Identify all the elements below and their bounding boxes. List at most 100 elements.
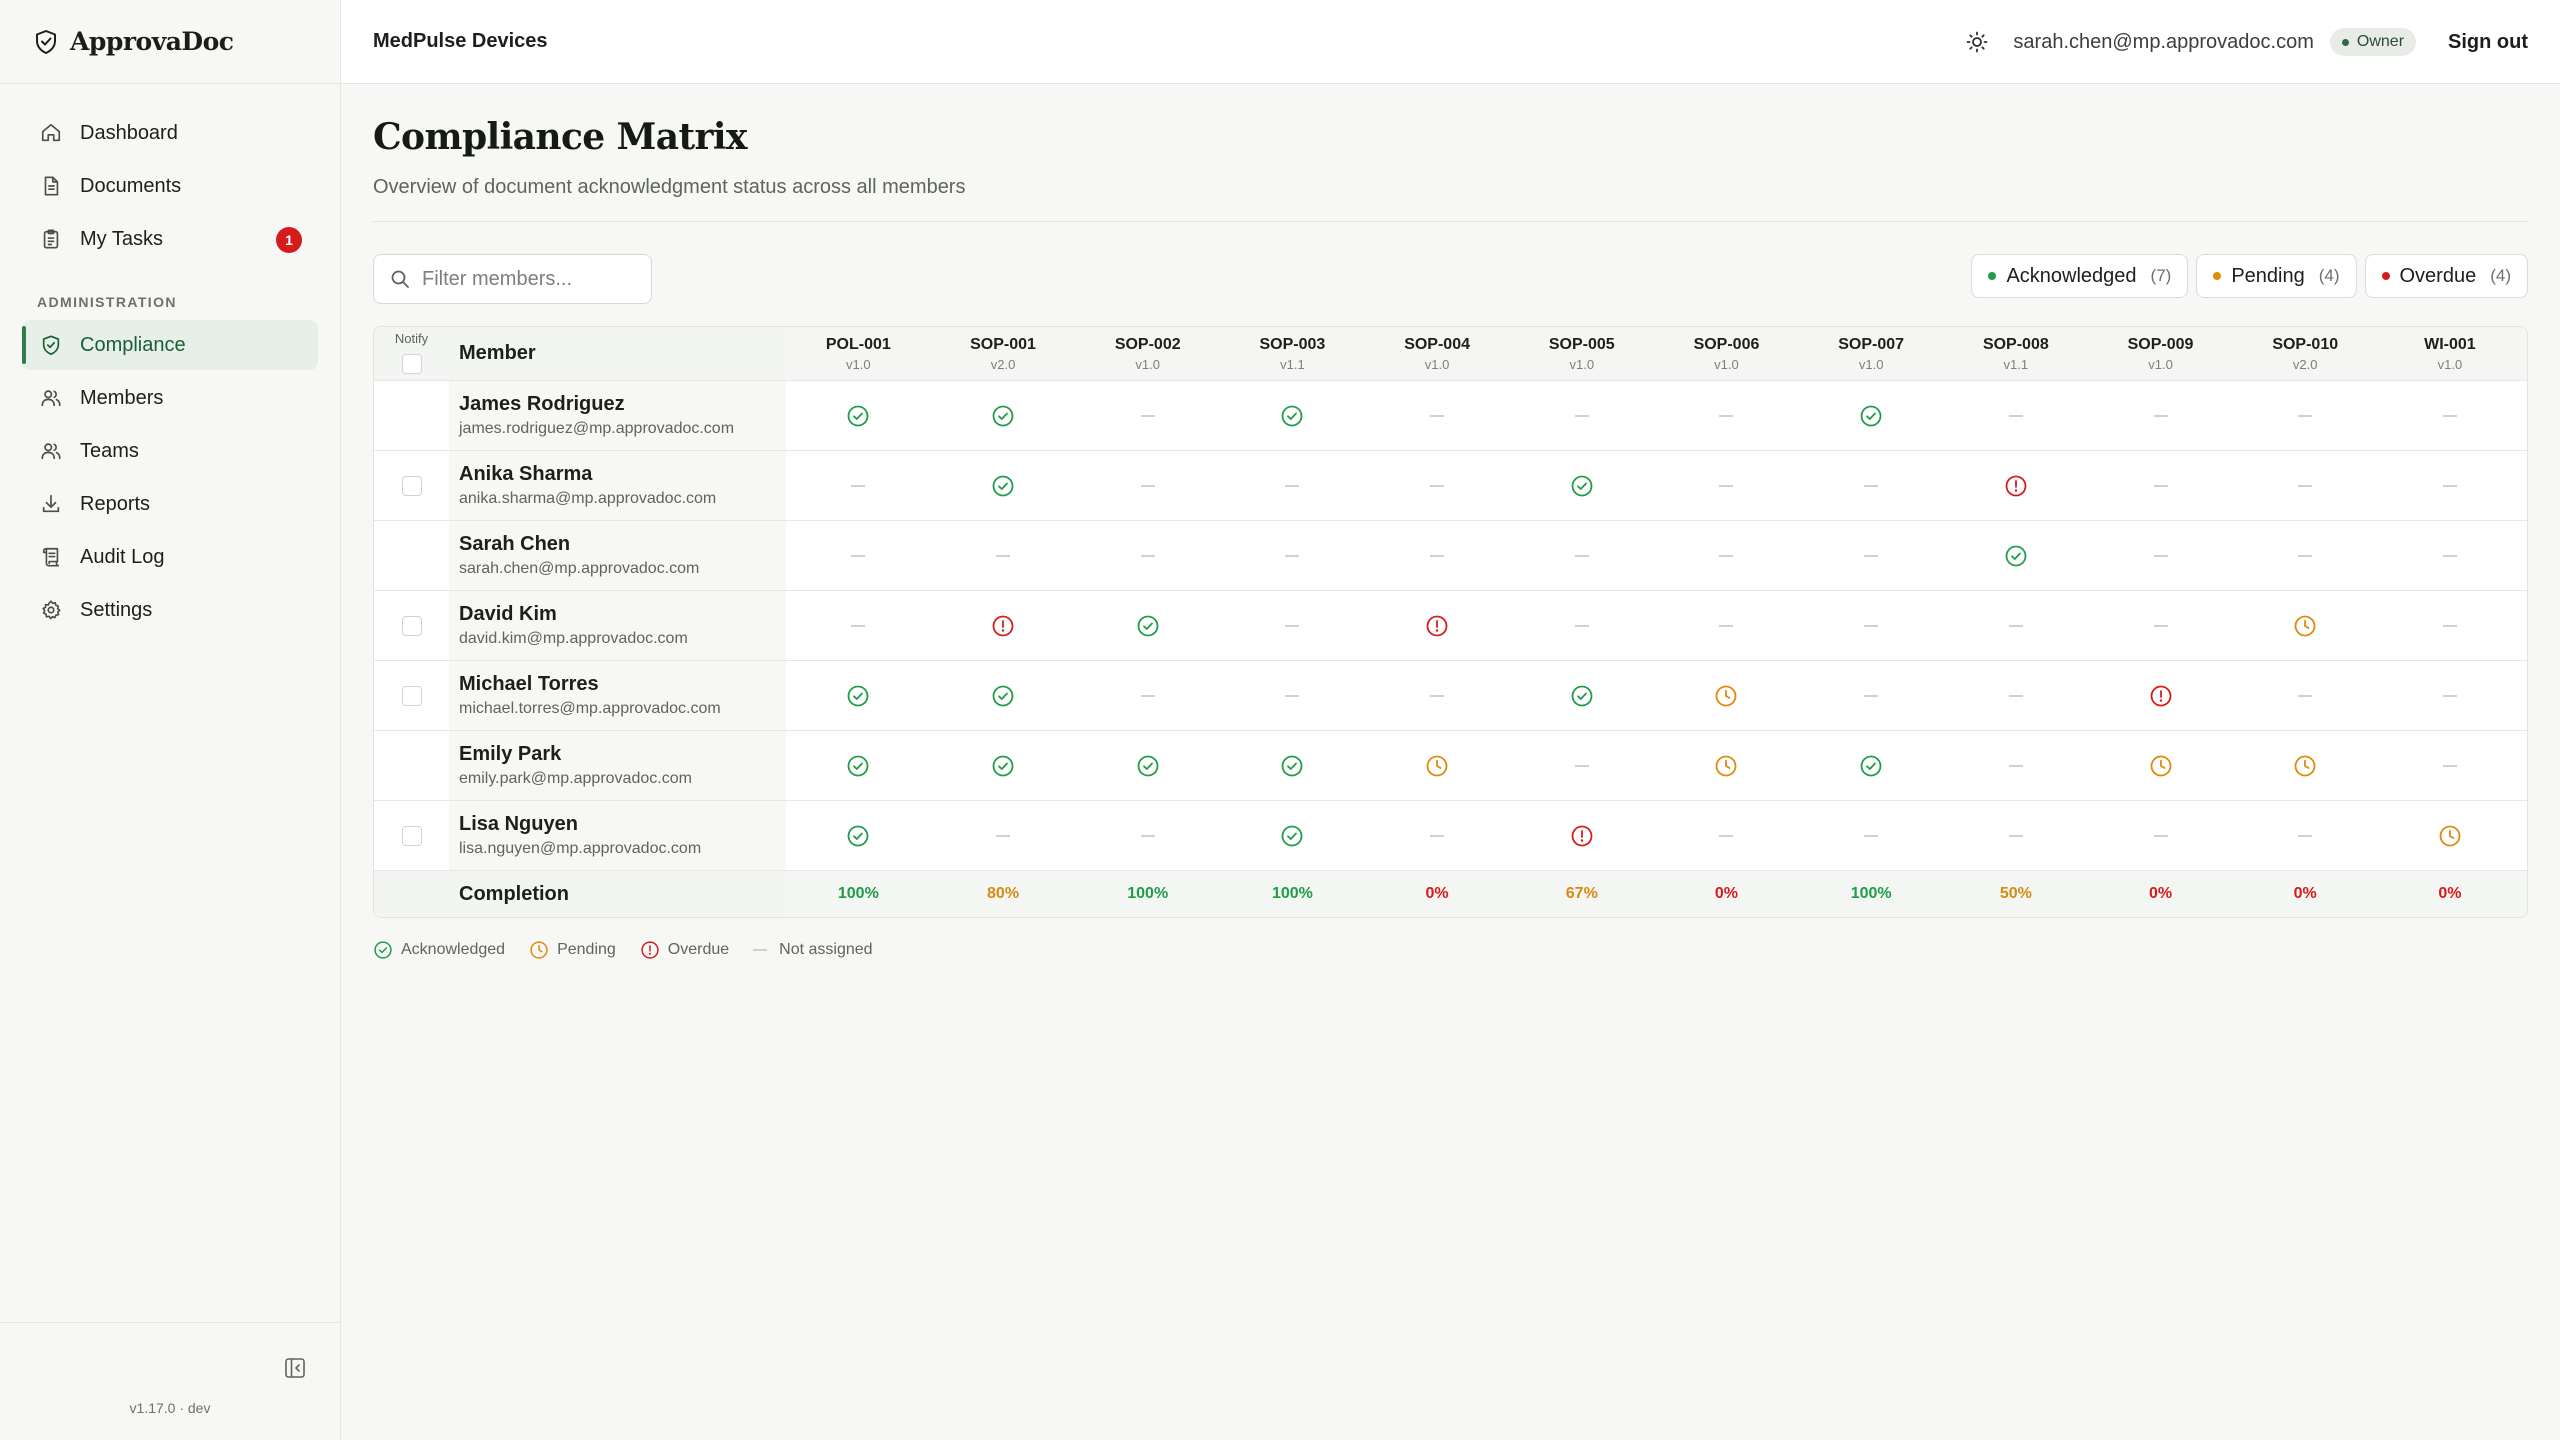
- status-cell[interactable]: [1509, 451, 1654, 520]
- status-cell[interactable]: [786, 381, 931, 450]
- document-column-header[interactable]: SOP-003 v1.1: [1220, 327, 1365, 380]
- notify-checkbox[interactable]: [401, 685, 422, 706]
- legend-item-overdue: Overdue: [640, 940, 729, 960]
- role-badge: Owner: [2329, 28, 2417, 56]
- status-cell[interactable]: [931, 381, 1076, 450]
- status-cell[interactable]: [1509, 801, 1654, 870]
- status-cell[interactable]: [1799, 731, 1944, 800]
- filter-acknowledged[interactable]: Acknowledged (7): [1971, 254, 2189, 298]
- sidebar-item-documents[interactable]: Documents: [22, 161, 318, 211]
- member-name: Lisa Nguyen: [459, 813, 578, 835]
- member-email: michael.torres@mp.approvadoc.com: [459, 700, 721, 717]
- brand[interactable]: ApprovaDoc: [0, 0, 340, 84]
- status-cell[interactable]: [931, 591, 1076, 660]
- status-cell[interactable]: [786, 661, 931, 730]
- collapse-sidebar-icon[interactable]: [284, 1357, 306, 1379]
- status-cell: [1075, 801, 1220, 870]
- sign-out-button[interactable]: Sign out: [2448, 30, 2528, 53]
- sidebar-item-members[interactable]: Members: [22, 373, 318, 423]
- status-cell[interactable]: [931, 451, 1076, 520]
- sidebar-item-audit-log[interactable]: Audit Log: [22, 532, 318, 582]
- sidebar-item-my-tasks[interactable]: My Tasks 1: [22, 214, 318, 264]
- member-name: Anika Sharma: [459, 463, 593, 485]
- status-cell: [1654, 521, 1799, 590]
- sidebar-item-compliance[interactable]: Compliance: [22, 320, 318, 370]
- check-circle-icon: [1571, 685, 1593, 706]
- member-name: David Kim: [459, 603, 557, 625]
- not-assigned-dash: [2008, 414, 2023, 417]
- organization-name: MedPulse Devices: [373, 30, 548, 52]
- document-column-header[interactable]: SOP-002 v1.0: [1075, 327, 1220, 380]
- status-cell[interactable]: [2233, 591, 2378, 660]
- status-cell[interactable]: [1944, 521, 2089, 590]
- sidebar-item-teams[interactable]: Teams: [22, 426, 318, 476]
- document-column-header[interactable]: SOP-009 v1.0: [2088, 327, 2233, 380]
- compliance-matrix-table: Notify Member POL-001 v1.0 SOP-001 v2.0 SOP-00…: [373, 326, 2528, 918]
- status-cell[interactable]: [1654, 731, 1799, 800]
- document-column-header[interactable]: SOP-005 v1.0: [1509, 327, 1654, 380]
- notify-checkbox[interactable]: [401, 825, 422, 846]
- not-assigned-dash: [2298, 834, 2313, 837]
- shield-check-icon: [42, 335, 60, 355]
- sidebar-item-settings[interactable]: Settings: [22, 585, 318, 635]
- status-cell: [2088, 451, 2233, 520]
- member-cell: Sarah Chen sarah.chen@mp.approvadoc.com: [449, 521, 786, 590]
- divider: [373, 221, 2528, 222]
- not-assigned-dash: [1719, 484, 1734, 487]
- check-circle-icon: [1282, 405, 1303, 426]
- document-column-header[interactable]: SOP-004 v1.0: [1365, 327, 1510, 380]
- document-version: v1.0: [1135, 356, 1160, 372]
- status-cell[interactable]: [1220, 731, 1365, 800]
- filter-pending[interactable]: Pending (4): [2196, 254, 2357, 298]
- status-filters: Acknowledged (7) Pending (4) Overdue (4): [1971, 254, 2528, 298]
- status-cell[interactable]: [1365, 731, 1510, 800]
- clipboard-icon: [43, 229, 59, 249]
- status-cell[interactable]: [786, 801, 931, 870]
- legend-label: Pending: [557, 941, 616, 958]
- table-row: Anika Sharma anika.sharma@mp.approvadoc.c…: [374, 450, 2527, 520]
- document-column-header[interactable]: SOP-007 v1.0: [1799, 327, 1944, 380]
- status-cell[interactable]: [1799, 381, 1944, 450]
- status-cell[interactable]: [2378, 801, 2523, 870]
- status-cell[interactable]: [786, 731, 931, 800]
- status-cell[interactable]: [1654, 661, 1799, 730]
- document-column-header[interactable]: SOP-006 v1.0: [1654, 327, 1799, 380]
- status-cell[interactable]: [1220, 381, 1365, 450]
- status-cell[interactable]: [1075, 731, 1220, 800]
- document-column-header[interactable]: SOP-010 v2.0: [2233, 327, 2378, 380]
- status-cell: [1654, 381, 1799, 450]
- clock-icon: [1426, 755, 1448, 776]
- filter-members-input[interactable]: [422, 267, 642, 291]
- status-cell[interactable]: [931, 661, 1076, 730]
- status-cell[interactable]: [1509, 661, 1654, 730]
- sidebar-item-dashboard[interactable]: Dashboard: [22, 108, 318, 158]
- filter-label: Acknowledged: [2006, 264, 2137, 287]
- status-cell[interactable]: [1075, 591, 1220, 660]
- filter-overdue[interactable]: Overdue (4): [2364, 254, 2528, 298]
- check-circle-icon: [1137, 755, 1159, 776]
- admin-section-heading: ADMINISTRATION: [37, 294, 177, 310]
- status-cell[interactable]: [1220, 801, 1365, 870]
- sidebar-item-reports[interactable]: Reports: [22, 479, 318, 529]
- notify-checkbox[interactable]: [401, 475, 422, 496]
- select-all-checkbox[interactable]: [401, 353, 422, 374]
- not-assigned-dash: [1574, 624, 1589, 627]
- sun-icon[interactable]: [1965, 30, 1989, 54]
- scroll-icon: [42, 547, 60, 567]
- member-cell: Lisa Nguyen lisa.nguyen@mp.approvadoc.com: [449, 801, 786, 870]
- status-cell[interactable]: [931, 731, 1076, 800]
- status-cell[interactable]: [2088, 661, 2233, 730]
- status-cell[interactable]: [2233, 731, 2378, 800]
- completion-percent: 100%: [837, 885, 879, 902]
- document-column-header[interactable]: SOP-001 v2.0: [931, 327, 1076, 380]
- document-column-header[interactable]: WI-001 v1.0: [2378, 327, 2523, 380]
- not-assigned-dash: [1719, 554, 1734, 557]
- not-assigned-dash: [1864, 484, 1879, 487]
- status-cell[interactable]: [1944, 451, 2089, 520]
- status-cell[interactable]: [2088, 731, 2233, 800]
- status-cell[interactable]: [1365, 591, 1510, 660]
- document-column-header[interactable]: SOP-008 v1.1: [1944, 327, 2089, 380]
- notify-checkbox[interactable]: [401, 615, 422, 636]
- table-row: Sarah Chen sarah.chen@mp.approvadoc.com: [374, 520, 2527, 590]
- document-column-header[interactable]: POL-001 v1.0: [786, 327, 931, 380]
